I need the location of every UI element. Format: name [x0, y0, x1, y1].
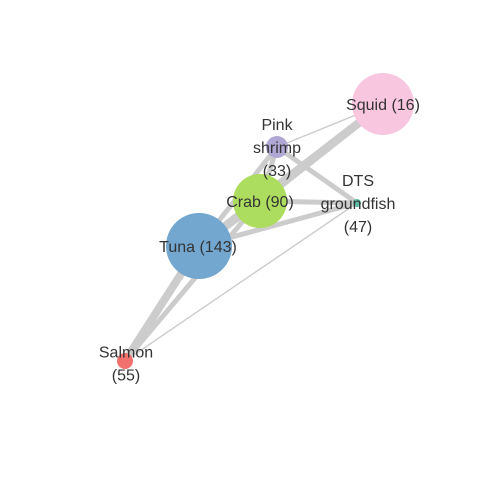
node-label-dts-groundfish: DTS groundfish (47)	[321, 173, 396, 236]
node-label-line: (33)	[263, 163, 291, 180]
edge-salmon-dts-groundfish	[124, 202, 358, 362]
node-label-line: Pink	[261, 117, 293, 134]
node-pink-shrimp[interactable]	[266, 136, 288, 158]
node-label-line: Crab (90)	[226, 194, 294, 211]
node-tuna[interactable]	[166, 213, 232, 279]
node-label-pink-shrimp: Pink shrimp (33)	[253, 117, 301, 180]
node-label-squid: Squid (16)	[346, 97, 420, 114]
edge-pink-shrimp-dts-groundfish	[274, 144, 360, 206]
node-label-line: DTS	[342, 173, 374, 190]
node-dts-groundfish[interactable]	[353, 199, 361, 207]
node-label-line: shrimp	[253, 140, 301, 157]
node-label-line: (47)	[344, 219, 372, 236]
label-layer: Squid (16) Pink shrimp (33) DTS groundfish (47…	[99, 97, 420, 385]
node-salmon[interactable]	[117, 353, 133, 369]
node-label-line: groundfish	[321, 196, 396, 213]
node-label-line: Squid (16)	[346, 97, 420, 114]
node-crab[interactable]	[233, 174, 287, 228]
edge-salmon-crab	[122, 198, 263, 364]
node-squid[interactable]	[352, 73, 414, 135]
node-label-line: (55)	[112, 368, 140, 385]
node-label-crab: Crab (90)	[226, 194, 294, 211]
node-layer	[117, 73, 414, 369]
node-label-salmon: Salmon (55)	[99, 345, 153, 385]
node-label-line: Tuna (143)	[159, 239, 237, 256]
node-label-tuna: Tuna (143)	[159, 239, 237, 256]
node-label-line: Salmon	[99, 345, 153, 362]
